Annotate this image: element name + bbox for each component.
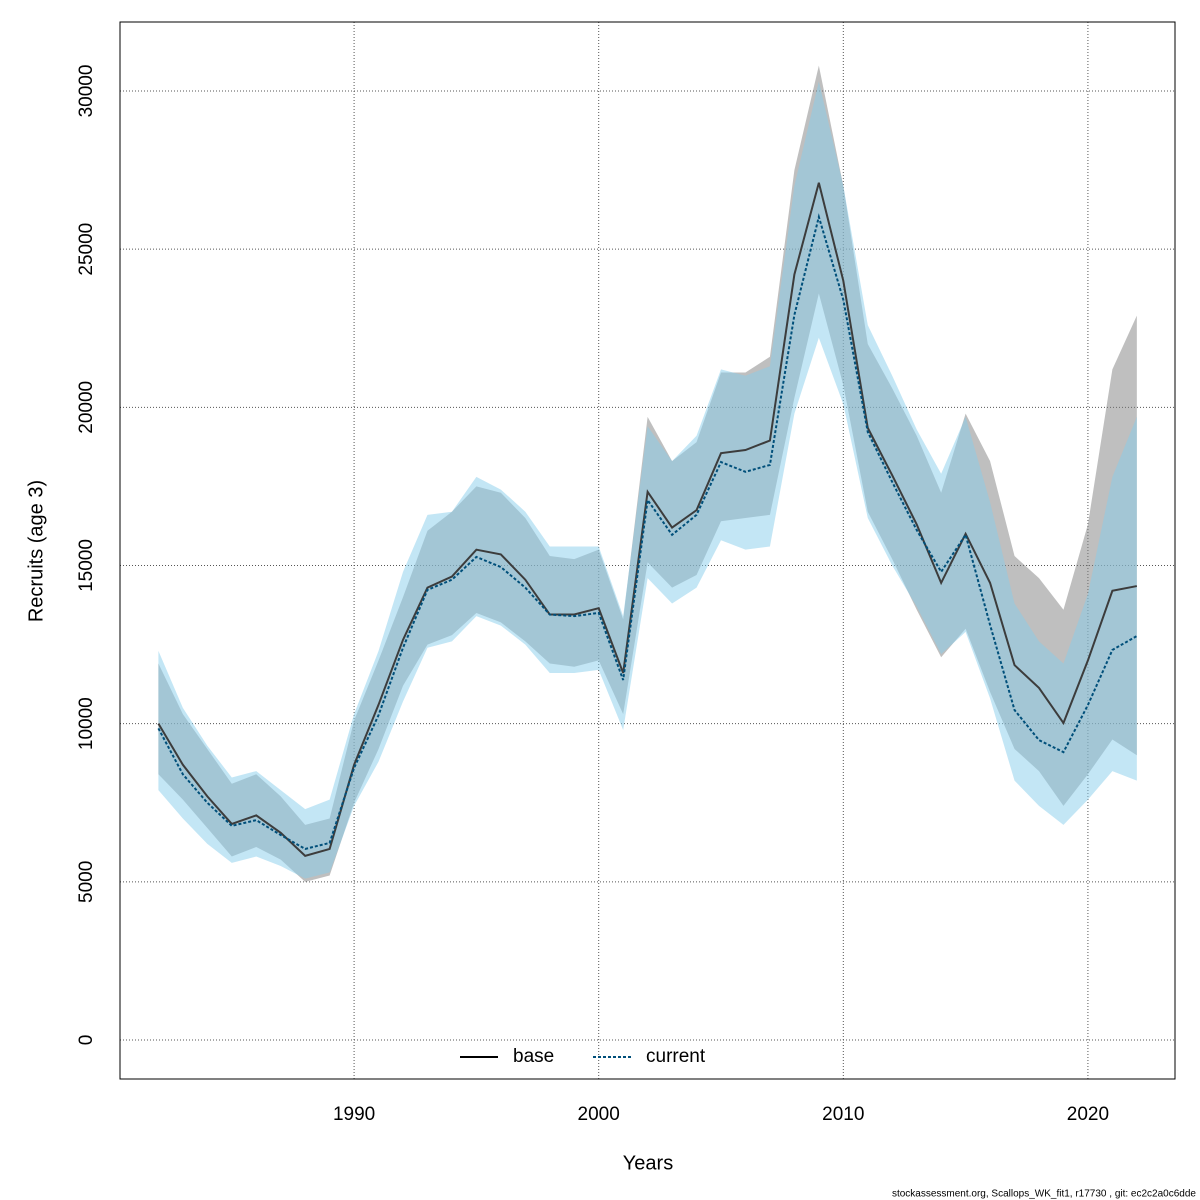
plot-frame: [119, 21, 1176, 1080]
x-axis-label: Years: [623, 1152, 673, 1174]
series-line: [157, 182, 1138, 858]
footnote: stockassessment.org, Scallops_WK_fit1, r…: [892, 1189, 1196, 1200]
y-tick-label: 30000: [76, 65, 97, 118]
y-tick-label: 15000: [76, 539, 97, 592]
x-tick-label: 2000: [578, 1104, 620, 1125]
y-tick-label: 0: [76, 1035, 97, 1046]
series-line: [157, 213, 1138, 850]
x-tick-label: 1990: [333, 1104, 375, 1125]
y-axis-label: Recruits (age 3): [25, 480, 47, 622]
y-tick-label: 10000: [76, 697, 97, 750]
legend-label: current: [646, 1046, 706, 1067]
y-tick-label: 25000: [76, 223, 97, 276]
y-tick-label: 5000: [76, 861, 97, 903]
confidence-band: [158, 81, 1137, 879]
legend-label: base: [513, 1046, 554, 1067]
x-tick-label: 2010: [822, 1104, 864, 1125]
x-tick-label: 2020: [1067, 1104, 1109, 1125]
y-tick-label: 20000: [76, 381, 97, 434]
